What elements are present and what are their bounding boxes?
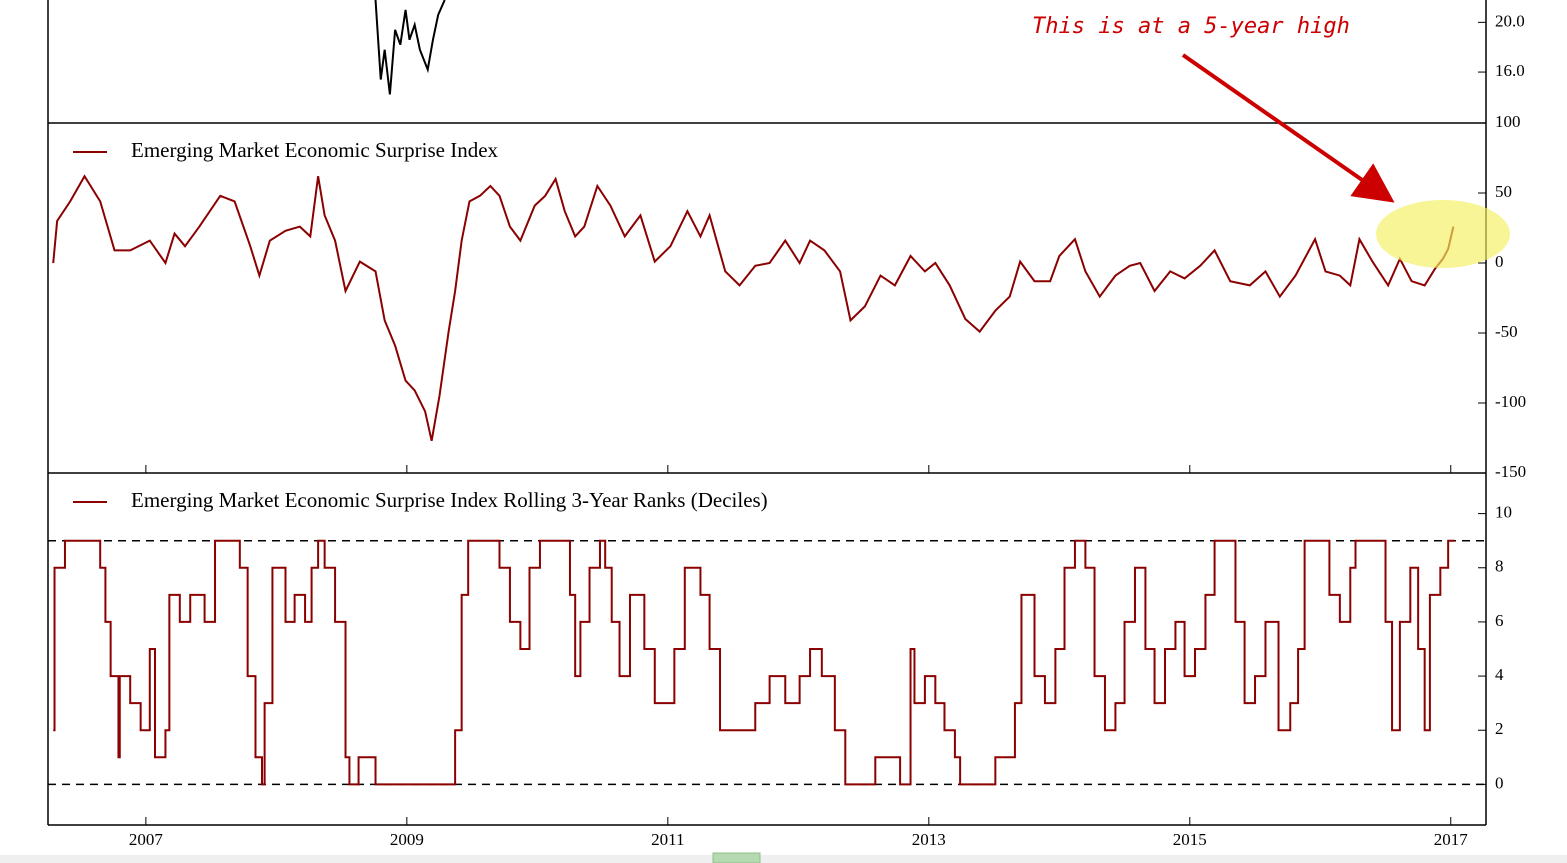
y-tick-label: 16.0 bbox=[1495, 61, 1525, 80]
series-line bbox=[53, 539, 1455, 786]
y-tick-label: 20.0 bbox=[1495, 11, 1525, 30]
arrow bbox=[1181, 53, 1395, 203]
y-tick-label: -100 bbox=[1495, 392, 1526, 411]
x-tick-label: 2007 bbox=[129, 830, 164, 849]
y-tick-label: 100 bbox=[1495, 112, 1521, 131]
series-line bbox=[374, 0, 446, 95]
y-tick-label: 4 bbox=[1495, 665, 1504, 684]
y-tick-label: 0 bbox=[1495, 773, 1504, 792]
x-tick-label: 2017 bbox=[1434, 830, 1469, 849]
series-line bbox=[52, 174, 1455, 442]
x-tick-label: 2009 bbox=[390, 830, 424, 849]
bottom-strip bbox=[0, 855, 1567, 863]
y-tick-label: 50 bbox=[1495, 182, 1512, 201]
legend-label: Emerging Market Economic Surprise Index bbox=[131, 138, 499, 162]
y-tick-label: 10 bbox=[1495, 503, 1512, 522]
y-tick-label: 8 bbox=[1495, 557, 1504, 576]
x-tick-label: 2011 bbox=[651, 830, 684, 849]
x-tick-label: 2013 bbox=[912, 830, 946, 849]
y-tick-label: -50 bbox=[1495, 322, 1518, 341]
y-tick-label: 6 bbox=[1495, 611, 1504, 630]
annotation: This is at a 5-year high bbox=[1032, 14, 1350, 39]
legend-label: Emerging Market Economic Surprise Index … bbox=[131, 488, 768, 512]
highlight bbox=[1376, 200, 1510, 268]
y-tick-label: 0 bbox=[1495, 252, 1504, 271]
y-tick-label: 2 bbox=[1495, 719, 1504, 738]
toolbar-icon bbox=[712, 852, 761, 863]
x-tick-label: 2015 bbox=[1173, 830, 1207, 849]
y-tick-label: -150 bbox=[1495, 462, 1526, 481]
